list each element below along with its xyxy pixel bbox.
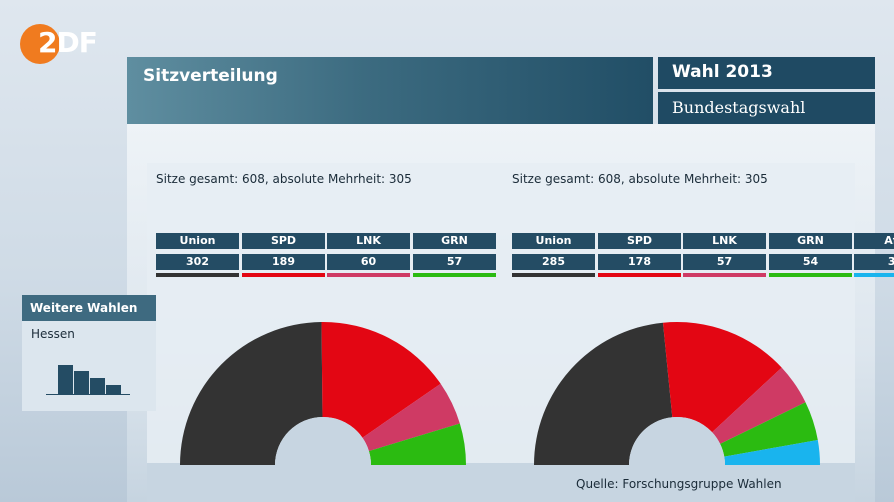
election-type-bar: Bundestagswahl: [658, 92, 875, 124]
seat-value-grn: 57: [413, 254, 496, 270]
seat-segment-union: [180, 322, 323, 465]
mini-baseline: [46, 394, 130, 395]
seat-segment-lnk: [712, 367, 806, 444]
seat-segment-union: [534, 322, 673, 465]
seat-chart-1: [180, 322, 466, 465]
mini-bar: [90, 378, 105, 394]
party-header-lnk: LNK: [327, 233, 410, 249]
party-color-bar-union: [512, 273, 595, 277]
mini-bar: [74, 371, 89, 394]
seat-segment-lnk: [362, 383, 460, 452]
seat-segment-spd: [321, 322, 441, 438]
seat-value-lnk: 57: [683, 254, 766, 270]
party-header-lnk: LNK: [683, 233, 766, 249]
seat-value-union: 302: [156, 254, 239, 270]
party-header-grn: GRN: [769, 233, 852, 249]
election-year: Wahl 2013: [672, 62, 773, 82]
party-color-bar-lnk: [683, 273, 766, 277]
seat-segment-grn: [368, 423, 466, 465]
election-type: Bundestagswahl: [672, 98, 806, 117]
further-elections-box[interactable]: Hessen: [22, 321, 156, 411]
donut-hole: [629, 417, 725, 465]
chart-1-subtitle: Sitze gesamt: 608, absolute Mehrheit: 30…: [156, 172, 412, 186]
seat-segment-afd: [724, 440, 820, 465]
donut-hole: [275, 417, 371, 465]
seat-value-spd: 178: [598, 254, 681, 270]
seat-segment-spd: [662, 322, 782, 433]
seat-value-lnk: 60: [327, 254, 410, 270]
chart-footer-band: [147, 463, 855, 502]
election-year-bar: Wahl 2013: [658, 57, 875, 89]
party-color-bar-union: [156, 273, 239, 277]
party-header-spd: SPD: [598, 233, 681, 249]
header-title-bar: Sitzverteilung: [127, 57, 653, 124]
party-color-bar-grn: [413, 273, 496, 277]
party-color-bar-afd: [854, 273, 894, 277]
mini-bar: [58, 365, 73, 394]
zdf-logo: 2DF: [20, 24, 100, 68]
party-color-bar-lnk: [327, 273, 410, 277]
party-header-grn: GRN: [413, 233, 496, 249]
mini-bar: [106, 385, 121, 394]
hessen-label[interactable]: Hessen: [31, 327, 75, 341]
seat-value-grn: 54: [769, 254, 852, 270]
party-header-afd: AfD: [854, 233, 894, 249]
seat-segment-grn: [720, 402, 818, 457]
party-header-spd: SPD: [242, 233, 325, 249]
seat-value-spd: 189: [242, 254, 325, 270]
party-header-union: Union: [512, 233, 595, 249]
seat-chart-2: [534, 322, 820, 465]
party-color-bar-spd: [242, 273, 325, 277]
seat-value-afd: 34: [854, 254, 894, 270]
page-title: Sitzverteilung: [143, 66, 278, 86]
chart-2-subtitle: Sitze gesamt: 608, absolute Mehrheit: 30…: [512, 172, 768, 186]
party-header-union: Union: [156, 233, 239, 249]
further-elections-header[interactable]: Weitere Wahlen: [22, 295, 156, 321]
party-color-bar-spd: [598, 273, 681, 277]
source-label: Quelle: Forschungsgruppe Wahlen: [576, 477, 782, 491]
party-color-bar-grn: [769, 273, 852, 277]
seat-value-union: 285: [512, 254, 595, 270]
